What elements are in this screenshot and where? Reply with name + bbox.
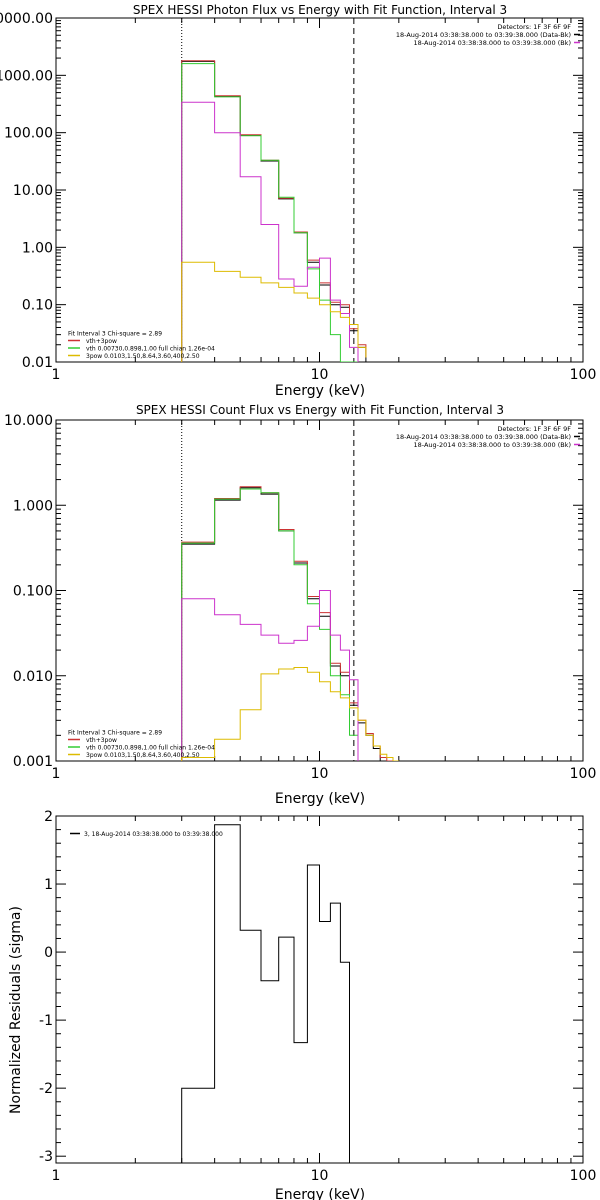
- legend-entry: 18-Aug-2014 03:38:38.000 to 03:39:38.000…: [414, 441, 571, 449]
- y-tick-label: 0.10: [22, 298, 53, 314]
- y-tick-label: 10.00: [13, 183, 53, 199]
- series-line-0: [181, 824, 350, 1163]
- series-line-4: [181, 261, 367, 362]
- residuals-xlabel: Energy (keV): [275, 1187, 365, 1200]
- y-tick-label: 10.000: [4, 413, 53, 429]
- count-flux-xlabel: Energy (keV): [275, 791, 365, 807]
- legend-entry: 18-Aug-2014 03:38:38.000 to 03:39:38.000…: [396, 433, 571, 441]
- series-line-4: [181, 667, 399, 761]
- y-tick-label: 1000.00: [0, 68, 53, 84]
- y-tick-label: 0.010: [13, 669, 53, 685]
- x-tick-label: 100: [570, 766, 597, 782]
- legend-entry: Detectors: 1F 3F 6F 9F: [497, 425, 571, 433]
- y-tick-label: 2: [44, 809, 53, 825]
- x-tick-label: 100: [570, 1168, 597, 1184]
- series-line-2: [181, 488, 359, 761]
- y-tick-label: 0.100: [13, 584, 53, 600]
- photon-flux-title: SPEX HESSI Photon Flux vs Energy with Fi…: [133, 3, 507, 17]
- legend-entry: 3pow 0.0103,1.50,8.64,3.60,400,2.50: [86, 353, 200, 360]
- count-flux-title: SPEX HESSI Count Flux vs Energy with Fit…: [136, 403, 504, 417]
- series-line-2: [181, 63, 358, 362]
- x-tick-label: 1: [52, 367, 61, 383]
- y-tick-label: 0: [44, 945, 53, 961]
- x-tick-label: 100: [570, 367, 597, 383]
- legend-entry: 3, 18-Aug-2014 03:38:38.000 to 03:39:38.…: [84, 831, 223, 838]
- y-tick-label: 1.000: [13, 498, 53, 514]
- x-tick-label: 1: [52, 766, 61, 782]
- y-tick-label: -2: [39, 1081, 53, 1097]
- y-tick-label: 1: [44, 877, 53, 893]
- x-tick-label: 10: [311, 367, 329, 383]
- legend-entry: vth+3pow: [86, 737, 117, 744]
- legend-entry: Detectors: 1F 3F 6F 9F: [497, 23, 571, 31]
- legend-entry: 18-Aug-2014 03:38:38.000 to 03:39:38.000…: [396, 31, 571, 39]
- plot-frame: [55, 17, 584, 363]
- x-tick-label: 10: [311, 1168, 329, 1184]
- x-tick-label: 10: [311, 766, 329, 782]
- series-line-3: [181, 101, 359, 362]
- y-tick-label: 1.00: [22, 240, 53, 256]
- legend-entry: vth+3pow: [86, 338, 117, 345]
- legend-entry: 3pow 0.0103,1.50,8.64,3.60,400,2.50: [86, 752, 200, 759]
- legend-entry: 18-Aug-2014 03:38:38.000 to 03:39:38.000…: [414, 39, 571, 47]
- y-tick-label: 100.00: [4, 126, 53, 142]
- y-tick-label: -3: [39, 1149, 53, 1165]
- y-tick-label: 0.01: [22, 355, 53, 371]
- count-flux-panel: SPEX HESSI Count Flux vs Energy with Fit…: [4, 403, 596, 807]
- photon-flux-panel: SPEX HESSI Photon Flux vs Energy with Fi…: [0, 3, 596, 399]
- series-line-3: [181, 590, 359, 761]
- photon-flux-xlabel: Energy (keV): [275, 383, 365, 399]
- y-tick-label: -1: [39, 1013, 53, 1029]
- legend-entry: vth 0.00730,0.898,1.00 full chian 1.26e-…: [86, 346, 215, 353]
- y-tick-label: 0.001: [13, 754, 53, 770]
- series-line-0: [181, 60, 367, 362]
- legend-entry: Fit Interval 3 Chi-square = 2.89: [68, 331, 162, 338]
- residuals-ylabel: Normalized Residuals (sigma): [8, 906, 24, 1114]
- legend-entry: Fit Interval 3 Chi-square = 2.89: [68, 730, 162, 737]
- series-line-0: [181, 487, 387, 761]
- series-line-1: [181, 60, 367, 362]
- legend-entry: vth 0.00730,0.898,1.00 full chian 1.26e-…: [86, 745, 215, 752]
- residuals-panel: Energy (keV) Normalized Residuals (sigma…: [8, 809, 596, 1200]
- x-tick-label: 1: [52, 1168, 61, 1184]
